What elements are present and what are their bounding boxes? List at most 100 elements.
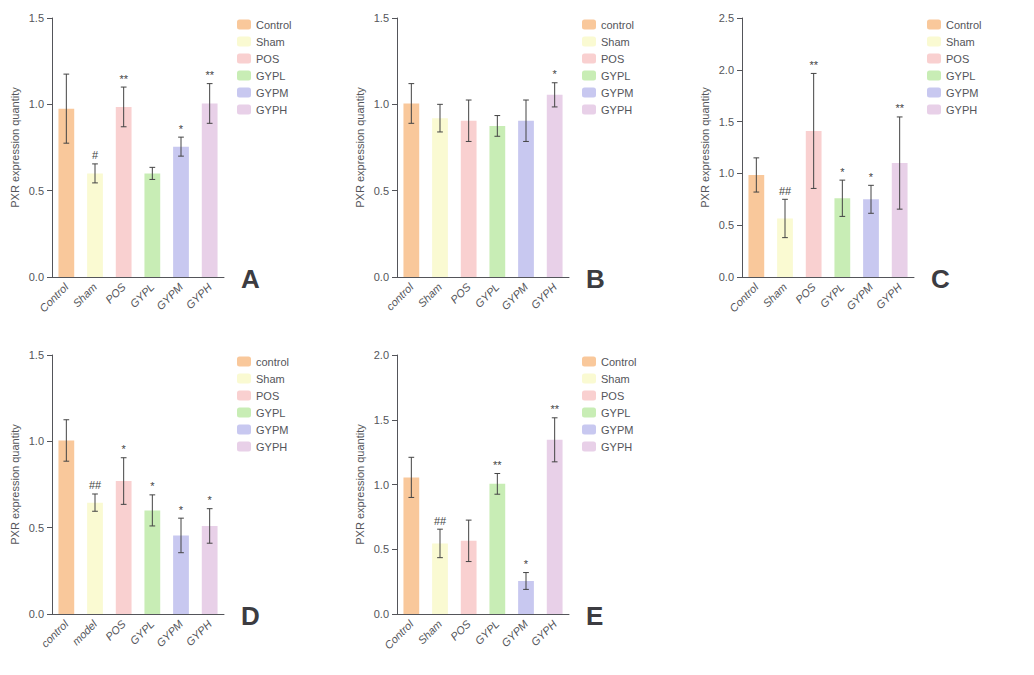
svg-text:Control: Control xyxy=(601,356,636,368)
svg-text:*: * xyxy=(524,558,529,570)
svg-text:GYPH: GYPH xyxy=(256,104,287,116)
svg-text:Control: Control xyxy=(727,280,761,314)
svg-text:C: C xyxy=(931,264,950,294)
svg-text:**: ** xyxy=(119,73,128,85)
svg-text:1.0: 1.0 xyxy=(374,479,389,491)
svg-text:*: * xyxy=(840,166,845,178)
svg-text:GYPH: GYPH xyxy=(183,281,214,312)
svg-text:Sham: Sham xyxy=(70,281,99,310)
svg-text:POS: POS xyxy=(946,53,969,65)
svg-text:control: control xyxy=(39,617,71,649)
svg-text:*: * xyxy=(179,123,184,135)
svg-text:POS: POS xyxy=(448,617,473,642)
svg-text:PXR expression quantity: PXR expression quantity xyxy=(354,424,366,545)
svg-text:POS: POS xyxy=(601,390,624,402)
svg-text:##: ## xyxy=(89,479,102,491)
svg-text:GYPH: GYPH xyxy=(601,104,632,116)
svg-text:E: E xyxy=(586,601,603,631)
svg-text:GYPL: GYPL xyxy=(601,70,630,82)
svg-text:GYPL: GYPL xyxy=(256,407,285,419)
svg-text:GYPM: GYPM xyxy=(154,280,186,312)
svg-text:0.5: 0.5 xyxy=(374,185,389,197)
svg-text:GYPM: GYPM xyxy=(601,87,633,99)
svg-text:control: control xyxy=(601,19,634,31)
svg-text:Sham: Sham xyxy=(601,36,630,48)
svg-text:1.0: 1.0 xyxy=(29,98,44,110)
svg-text:1.5: 1.5 xyxy=(374,414,389,426)
svg-text:*: * xyxy=(122,443,127,455)
svg-text:Sham: Sham xyxy=(760,281,789,310)
svg-text:0.0: 0.0 xyxy=(719,271,734,283)
svg-text:0.0: 0.0 xyxy=(374,608,389,620)
svg-text:GYPH: GYPH xyxy=(946,104,977,116)
svg-text:POS: POS xyxy=(793,280,818,305)
svg-text:1.5: 1.5 xyxy=(29,349,44,361)
svg-text:Control: Control xyxy=(37,280,71,314)
svg-text:1.0: 1.0 xyxy=(374,98,389,110)
svg-text:0.5: 0.5 xyxy=(719,219,734,231)
svg-text:model: model xyxy=(70,617,100,647)
svg-text:A: A xyxy=(241,264,260,294)
svg-text:*: * xyxy=(553,68,558,80)
svg-text:GYPM: GYPM xyxy=(946,87,978,99)
svg-text:#: # xyxy=(92,149,99,161)
svg-text:GYPM: GYPM xyxy=(499,280,531,312)
svg-text:**: ** xyxy=(205,69,214,81)
svg-text:##: ## xyxy=(779,185,792,197)
svg-text:control: control xyxy=(256,356,289,368)
svg-text:POS: POS xyxy=(103,280,128,305)
svg-text:1.0: 1.0 xyxy=(719,167,734,179)
svg-text:Sham: Sham xyxy=(601,373,630,385)
svg-text:1.5: 1.5 xyxy=(29,12,44,24)
svg-text:GYPL: GYPL xyxy=(601,407,630,419)
svg-text:*: * xyxy=(179,504,184,516)
svg-text:GYPM: GYPM xyxy=(154,617,186,649)
svg-text:Control: Control xyxy=(946,19,981,31)
svg-text:GYPH: GYPH xyxy=(601,441,632,453)
svg-text:*: * xyxy=(869,171,874,183)
svg-text:PXR expression quantity: PXR expression quantity xyxy=(9,87,21,208)
svg-text:POS: POS xyxy=(103,617,128,642)
svg-text:*: * xyxy=(150,480,155,492)
svg-text:GYPM: GYPM xyxy=(499,617,531,649)
svg-text:Sham: Sham xyxy=(946,36,975,48)
svg-text:**: ** xyxy=(550,403,559,415)
svg-text:0.0: 0.0 xyxy=(29,608,44,620)
svg-text:B: B xyxy=(586,264,605,294)
svg-text:POS: POS xyxy=(256,53,279,65)
svg-text:0.5: 0.5 xyxy=(29,185,44,197)
svg-text:GYPL: GYPL xyxy=(946,70,975,82)
svg-text:0.0: 0.0 xyxy=(374,271,389,283)
svg-text:PXR expression quantity: PXR expression quantity xyxy=(699,87,711,208)
svg-text:control: control xyxy=(384,280,416,312)
svg-text:POS: POS xyxy=(448,280,473,305)
svg-text:**: ** xyxy=(493,459,502,471)
svg-text:GYPH: GYPH xyxy=(528,281,559,312)
svg-text:Control: Control xyxy=(382,617,416,651)
svg-text:##: ## xyxy=(434,515,447,527)
svg-text:GYPH: GYPH xyxy=(873,281,904,312)
svg-text:GYPL: GYPL xyxy=(127,618,156,647)
svg-text:*: * xyxy=(208,494,213,506)
svg-text:0.5: 0.5 xyxy=(374,543,389,555)
svg-text:**: ** xyxy=(809,59,818,71)
svg-text:GYPL: GYPL xyxy=(256,70,285,82)
svg-text:2.0: 2.0 xyxy=(719,64,734,76)
svg-text:GYPH: GYPH xyxy=(528,618,559,649)
svg-text:PXR expression quantity: PXR expression quantity xyxy=(354,87,366,208)
svg-text:Sham: Sham xyxy=(415,281,444,310)
svg-text:GYPM: GYPM xyxy=(256,87,288,99)
svg-text:1.5: 1.5 xyxy=(374,12,389,24)
svg-text:D: D xyxy=(241,601,260,631)
svg-text:GYPM: GYPM xyxy=(844,280,876,312)
svg-text:GYPM: GYPM xyxy=(256,424,288,436)
svg-text:GYPH: GYPH xyxy=(183,618,214,649)
svg-text:GYPL: GYPL xyxy=(817,281,846,310)
svg-text:PXR expression quantity: PXR expression quantity xyxy=(9,424,21,545)
svg-text:2.5: 2.5 xyxy=(719,12,734,24)
svg-text:GYPL: GYPL xyxy=(127,281,156,310)
svg-text:Control: Control xyxy=(256,19,291,31)
svg-text:GYPL: GYPL xyxy=(472,281,501,310)
svg-text:GYPM: GYPM xyxy=(601,424,633,436)
svg-text:GYPH: GYPH xyxy=(256,441,287,453)
